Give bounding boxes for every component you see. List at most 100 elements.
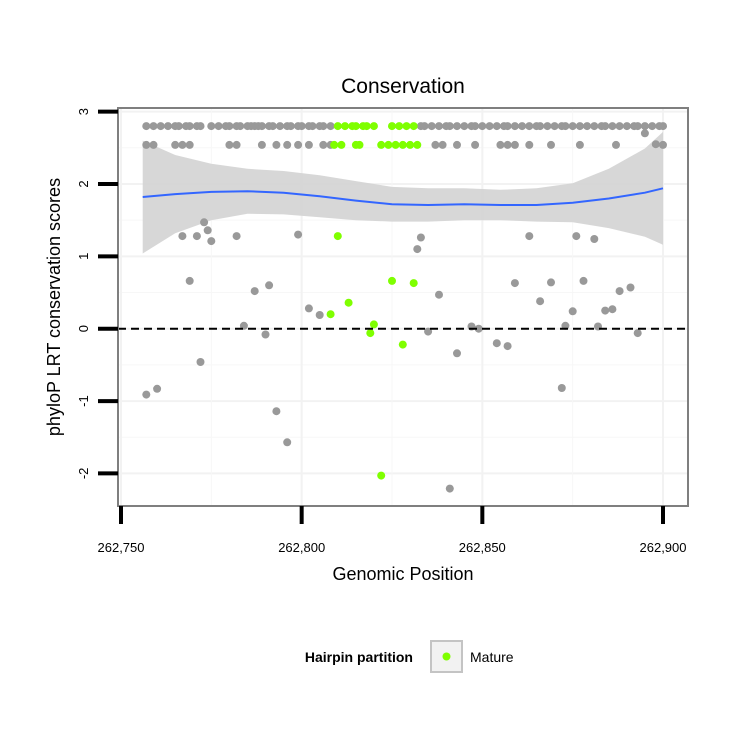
data-point bbox=[460, 122, 469, 131]
data-point bbox=[203, 226, 212, 235]
x-tick-label: 262,750 bbox=[98, 540, 145, 555]
data-point bbox=[214, 122, 223, 131]
data-point bbox=[640, 129, 649, 138]
data-point bbox=[420, 122, 429, 131]
data-point-mature bbox=[369, 122, 378, 131]
panel-border bbox=[117, 107, 689, 507]
data-point bbox=[326, 122, 335, 131]
data-point-mature bbox=[388, 276, 396, 285]
data-point bbox=[185, 276, 194, 285]
data-point bbox=[178, 140, 187, 149]
legend-swatch-mature bbox=[442, 652, 451, 661]
data-point bbox=[536, 122, 545, 131]
data-point bbox=[185, 140, 194, 149]
data-point bbox=[232, 140, 241, 149]
y-tick-label: 3 bbox=[76, 108, 91, 115]
data-point bbox=[431, 140, 440, 149]
data-point-mature bbox=[409, 122, 418, 131]
data-point bbox=[142, 140, 151, 149]
smooth-trend-line bbox=[142, 187, 664, 207]
data-point bbox=[304, 304, 313, 313]
data-point-mature bbox=[341, 122, 349, 131]
data-point bbox=[268, 122, 277, 131]
data-point bbox=[435, 122, 443, 131]
data-point bbox=[478, 122, 487, 131]
data-point-mature bbox=[409, 279, 418, 288]
data-point bbox=[496, 140, 505, 149]
data-point bbox=[575, 122, 584, 131]
data-point bbox=[142, 390, 151, 399]
data-point bbox=[612, 140, 620, 149]
data-point bbox=[492, 339, 501, 348]
x-axis: 262,750 262,800 262,850 262,900 bbox=[98, 506, 687, 555]
data-point bbox=[257, 140, 266, 149]
y-tick-label: -2 bbox=[76, 468, 91, 480]
data-point bbox=[453, 349, 461, 358]
data-point bbox=[453, 140, 461, 149]
data-point bbox=[453, 122, 461, 131]
legend-key-mature bbox=[430, 640, 463, 673]
data-point bbox=[196, 358, 205, 366]
data-point bbox=[510, 279, 519, 288]
data-point bbox=[547, 140, 555, 149]
data-point bbox=[633, 329, 642, 338]
y-axis: -2 -1 0 1 2 3 bbox=[76, 108, 118, 479]
data-point bbox=[575, 140, 584, 149]
data-point bbox=[561, 122, 570, 131]
data-point bbox=[601, 122, 610, 131]
data-point-mature bbox=[388, 122, 396, 131]
data-point bbox=[543, 122, 552, 131]
data-point bbox=[471, 122, 480, 131]
data-point bbox=[286, 122, 295, 131]
data-point bbox=[651, 140, 660, 149]
data-point bbox=[435, 290, 443, 299]
data-point bbox=[319, 140, 328, 149]
data-point bbox=[308, 122, 317, 131]
data-point bbox=[568, 307, 577, 316]
data-point-mature bbox=[337, 140, 346, 149]
data-point bbox=[583, 122, 592, 131]
data-point bbox=[557, 384, 566, 392]
data-point bbox=[438, 140, 447, 149]
data-point-mature bbox=[351, 122, 360, 131]
data-point-mature bbox=[326, 310, 335, 319]
data-point bbox=[615, 122, 624, 131]
data-point bbox=[445, 484, 454, 493]
data-point bbox=[413, 245, 422, 254]
data-point bbox=[200, 218, 209, 227]
data-point bbox=[568, 122, 577, 131]
data-point-mature bbox=[362, 122, 371, 131]
data-point-mature bbox=[413, 140, 422, 149]
data-point bbox=[283, 438, 292, 447]
data-point bbox=[427, 122, 436, 131]
plot-panel bbox=[117, 107, 689, 507]
data-point-mature bbox=[391, 140, 400, 149]
data-point bbox=[142, 122, 151, 131]
data-point bbox=[149, 140, 158, 149]
data-point bbox=[196, 122, 205, 131]
data-point bbox=[471, 140, 480, 149]
data-point bbox=[225, 140, 234, 149]
data-point-mature bbox=[406, 140, 415, 149]
data-point-mature bbox=[402, 122, 411, 131]
data-point bbox=[633, 122, 642, 131]
data-point bbox=[294, 230, 303, 239]
x-axis-title: Genomic Position bbox=[332, 564, 473, 584]
data-point bbox=[485, 122, 494, 131]
data-point-mature bbox=[355, 140, 364, 149]
data-point bbox=[265, 281, 274, 290]
x-tick-label: 262,900 bbox=[640, 540, 687, 555]
data-point bbox=[257, 122, 266, 131]
x-tick-label: 262,800 bbox=[278, 540, 325, 555]
data-point bbox=[622, 122, 631, 131]
data-point-mature bbox=[398, 140, 407, 149]
data-point bbox=[297, 122, 306, 131]
data-point-mature bbox=[333, 232, 342, 241]
data-point bbox=[149, 122, 158, 131]
data-point bbox=[250, 287, 259, 296]
y-tick-label: 2 bbox=[76, 180, 91, 187]
data-point bbox=[304, 140, 313, 149]
data-points bbox=[142, 122, 667, 493]
data-point bbox=[648, 122, 657, 131]
data-point bbox=[590, 235, 599, 243]
